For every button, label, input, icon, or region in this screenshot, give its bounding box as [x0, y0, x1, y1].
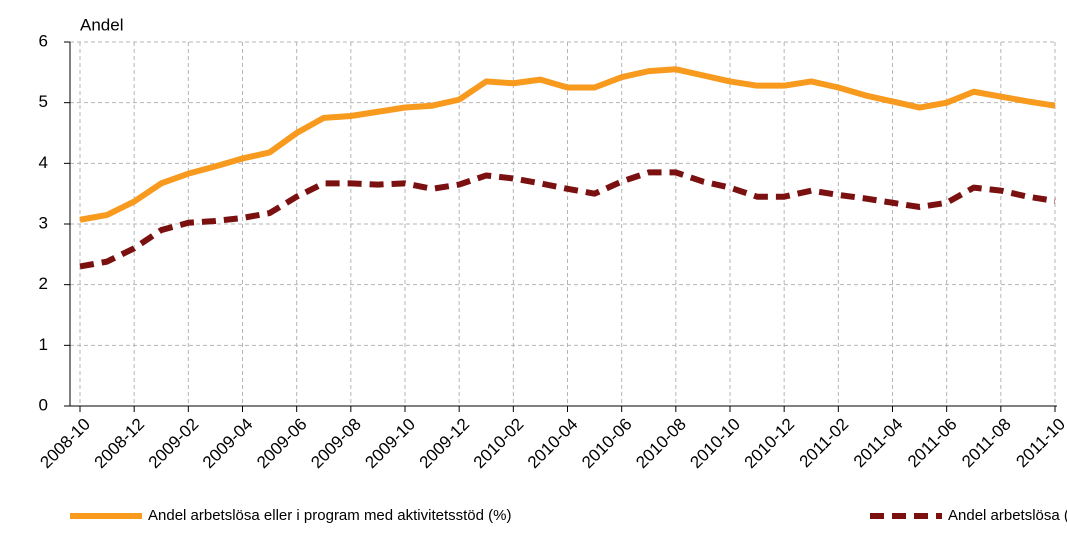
y-tick-label: 6	[39, 31, 48, 50]
x-tick-label: 2011-06	[904, 415, 961, 472]
x-tick-label: 2009-02	[145, 415, 203, 473]
legend-label: Andel arbetslösa (%)	[948, 507, 1067, 524]
x-tick-label: 2011-04	[850, 415, 907, 472]
x-tick-label: 2009-04	[199, 415, 257, 473]
x-tick-label: 2011-02	[796, 415, 853, 472]
x-tick-label: 2010-02	[470, 415, 528, 473]
y-tick-label: 3	[39, 213, 48, 232]
x-tick-label: 2010-12	[741, 415, 799, 473]
y-tick-label: 4	[39, 153, 48, 172]
y-tick-label: 1	[39, 335, 48, 354]
legend-label: Andel arbetslösa eller i program med akt…	[148, 507, 512, 524]
x-tick-label: 2008-10	[36, 415, 94, 473]
x-tick-label: 2009-06	[253, 415, 311, 473]
y-axis-title: Andel	[80, 15, 123, 34]
x-tick-label: 2009-10	[361, 415, 419, 473]
y-tick-label: 5	[39, 92, 48, 111]
series-line	[79, 66, 1056, 223]
y-tick-label: 0	[39, 395, 48, 414]
x-tick-label: 2009-12	[416, 415, 474, 473]
x-tick-label: 2009-08	[307, 415, 365, 473]
x-tick-label: 2011-10	[1012, 415, 1067, 472]
x-tick-label: 2010-04	[524, 415, 582, 473]
x-tick-label: 2010-10	[686, 415, 744, 473]
x-tick-label: 2008-12	[91, 415, 149, 473]
x-tick-label: 2010-06	[578, 415, 636, 473]
x-tick-label: 2011-08	[958, 415, 1015, 472]
x-tick-label: 2010-08	[632, 415, 690, 473]
y-tick-label: 2	[39, 274, 48, 293]
series-line	[79, 169, 1056, 270]
